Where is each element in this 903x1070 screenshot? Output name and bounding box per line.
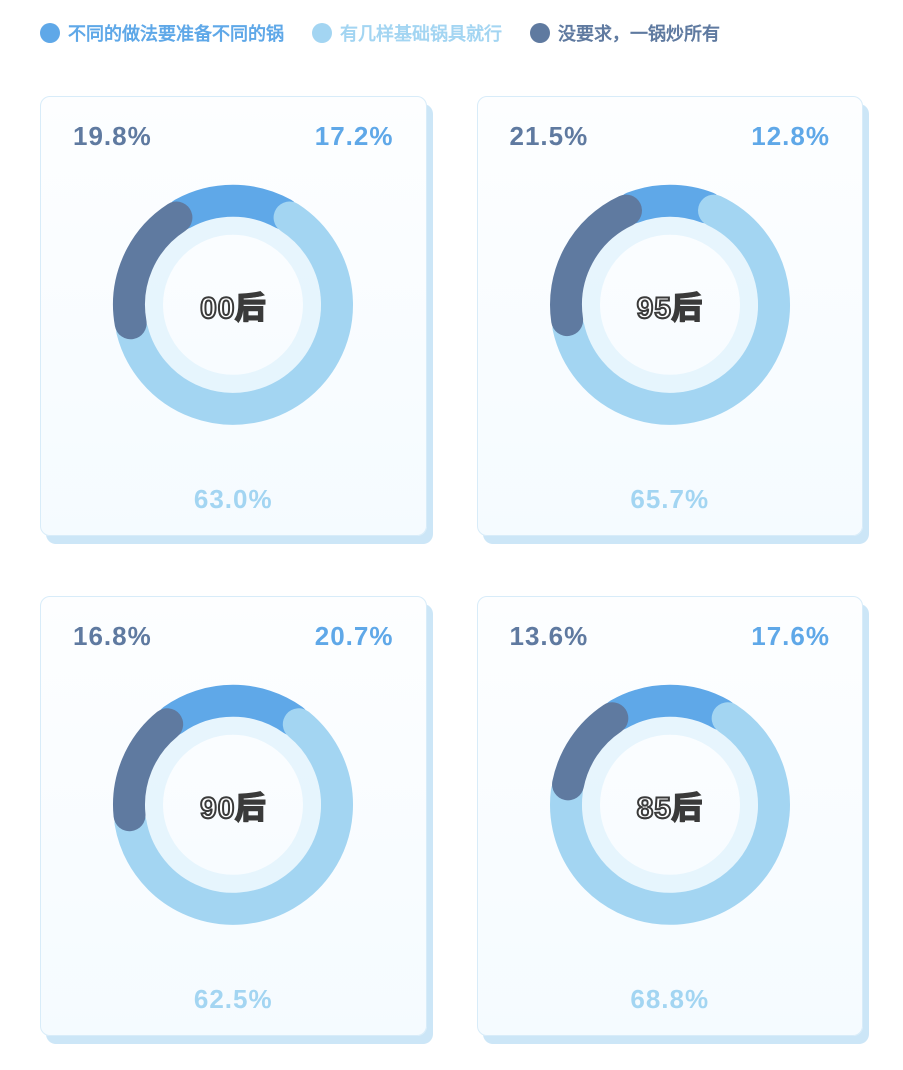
center-label: 90后	[200, 783, 266, 827]
chart-card: 90后 20.7% 62.5% 16.8%	[40, 596, 427, 1036]
donut-chart: 95后	[530, 165, 810, 445]
pct-none: 19.8%	[73, 121, 152, 152]
pct-different: 17.2%	[315, 121, 394, 152]
pct-different: 20.7%	[315, 621, 394, 652]
legend-dot-icon	[40, 23, 60, 43]
pct-none: 13.6%	[510, 621, 589, 652]
legend-dot-icon	[530, 23, 550, 43]
donut-chart: 90后	[93, 665, 373, 945]
legend-item: 有几样基础锅具就行	[312, 20, 502, 46]
pct-basic: 68.8%	[478, 984, 863, 1015]
legend-item: 没要求，一锅炒所有	[530, 20, 720, 46]
chart-card: 85后 17.6% 68.8% 13.6%	[477, 596, 864, 1036]
pct-basic: 63.0%	[41, 484, 426, 515]
chart-card: 00后 17.2% 63.0% 19.8%	[40, 96, 427, 536]
pct-basic: 62.5%	[41, 984, 426, 1015]
legend-dot-icon	[312, 23, 332, 43]
chart-grid: 00后 17.2% 63.0% 19.8% 95后 12.8% 65.7% 21…	[40, 96, 863, 1036]
pct-different: 12.8%	[751, 121, 830, 152]
center-label: 00后	[200, 283, 266, 327]
legend-label: 不同的做法要准备不同的锅	[68, 20, 284, 46]
center-label: 85后	[637, 783, 703, 827]
legend: 不同的做法要准备不同的锅 有几样基础锅具就行 没要求，一锅炒所有	[40, 20, 863, 46]
pct-different: 17.6%	[751, 621, 830, 652]
chart-card: 95后 12.8% 65.7% 21.5%	[477, 96, 864, 536]
pct-none: 21.5%	[510, 121, 589, 152]
pct-basic: 65.7%	[478, 484, 863, 515]
legend-label: 有几样基础锅具就行	[340, 20, 502, 46]
pct-none: 16.8%	[73, 621, 152, 652]
legend-label: 没要求，一锅炒所有	[558, 20, 720, 46]
donut-chart: 85后	[530, 665, 810, 945]
legend-item: 不同的做法要准备不同的锅	[40, 20, 284, 46]
donut-chart: 00后	[93, 165, 373, 445]
center-label: 95后	[637, 283, 703, 327]
